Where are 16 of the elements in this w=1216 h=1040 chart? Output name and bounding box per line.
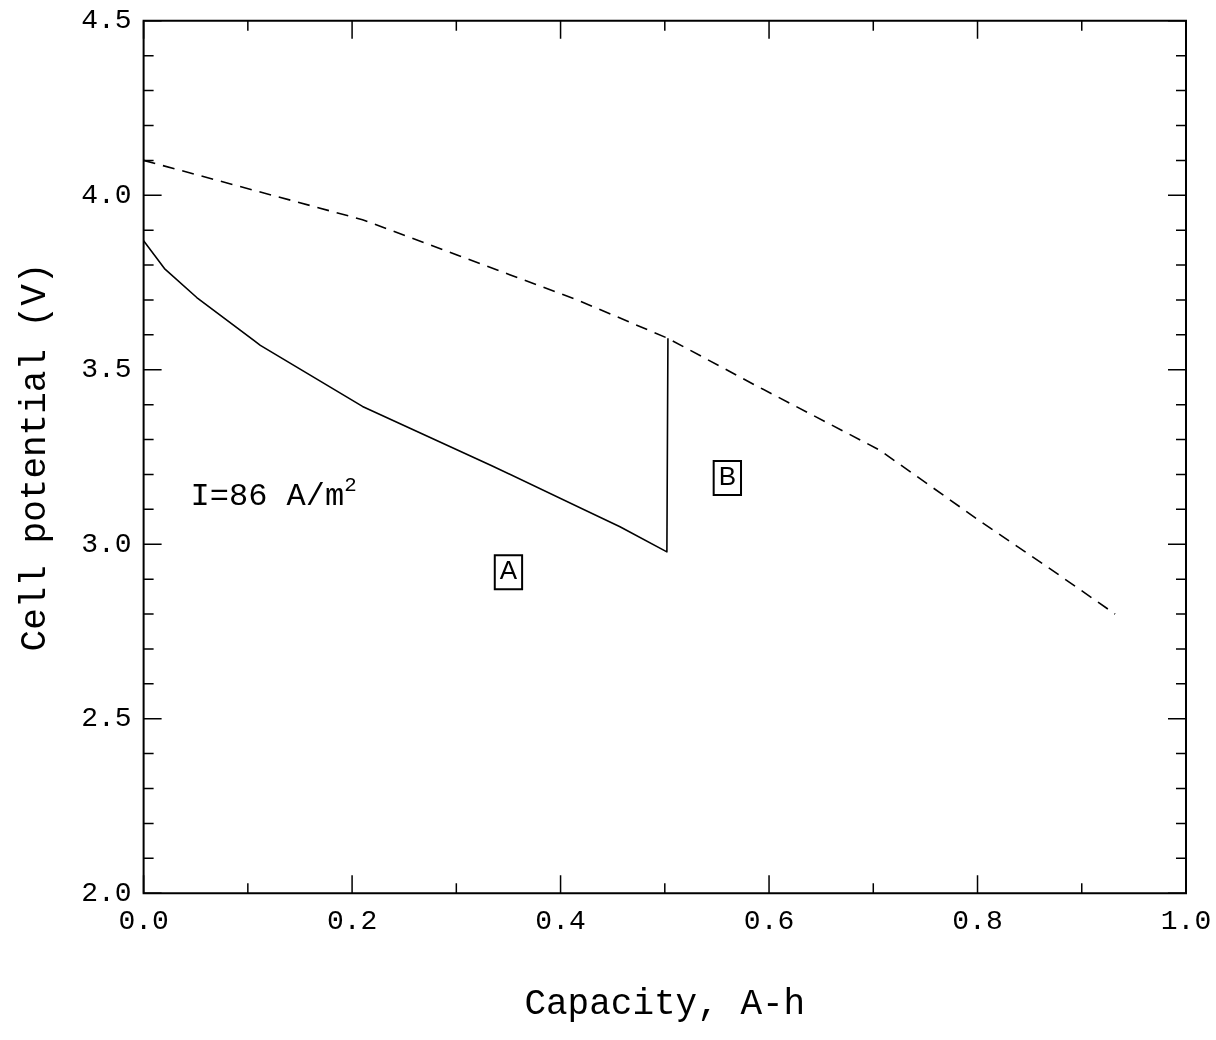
x-axis-title: Capacity, A-h [524,983,806,1025]
y-axis-title: Cell potential (V) [15,262,57,652]
y-tick-label: 2.5 [81,703,132,735]
annotation: A [499,555,518,586]
y-tick-label: 3.5 [81,354,132,386]
x-tick-label: 0.4 [535,906,586,938]
x-tick-label: 0.6 [743,906,795,938]
y-tick-label: 4.5 [81,5,132,37]
x-tick-label: 0.8 [952,906,1003,938]
x-tick-label: 0.2 [326,906,378,938]
y-tick-label: 4.0 [81,179,132,211]
y-tick-label: 3.0 [81,528,132,560]
y-tick-label: 2.0 [81,877,132,909]
x-tick-label: 0.0 [118,906,169,938]
x-tick-label: 1.0 [1160,906,1212,938]
annotation: B [718,461,737,492]
